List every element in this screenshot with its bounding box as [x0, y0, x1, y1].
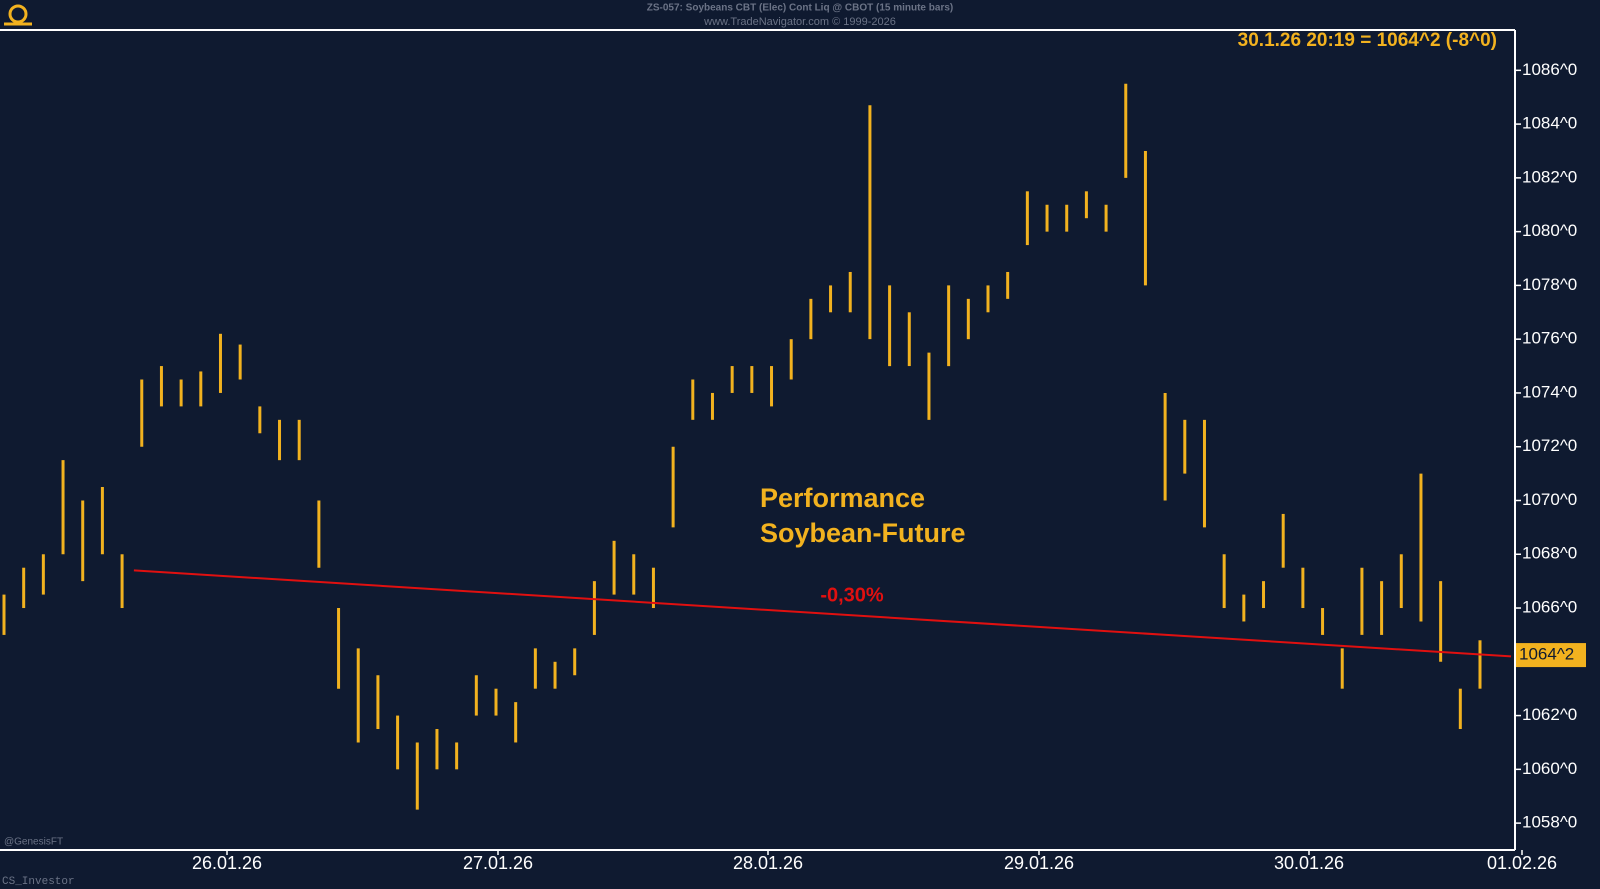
y-tick-label: 1086^0	[1522, 60, 1577, 79]
y-tick-label: 1074^0	[1522, 382, 1577, 401]
y-tick-label: 1078^0	[1522, 275, 1577, 294]
watermark: @GenesisFT	[4, 837, 63, 848]
y-tick-label: 1082^0	[1522, 167, 1577, 186]
x-tick-label: 01.02.26	[1487, 853, 1557, 873]
y-tick-label: 1072^0	[1522, 436, 1577, 455]
y-tick-label: 1070^0	[1522, 490, 1577, 509]
y-tick-label: 1060^0	[1522, 759, 1577, 778]
trend-label: -0,30%	[820, 584, 884, 606]
y-tick-label: 1068^0	[1522, 544, 1577, 563]
x-tick-label: 27.01.26	[463, 853, 533, 873]
y-tick-label: 1066^0	[1522, 598, 1577, 617]
annotation: Performance	[760, 483, 925, 513]
x-tick-label: 30.01.26	[1274, 853, 1344, 873]
x-tick-label: 26.01.26	[192, 853, 262, 873]
trend-line	[133, 569, 1512, 658]
chart-title: ZS-057: Soybeans CBT (Elec) Cont Liq @ C…	[647, 3, 953, 14]
y-tick-label: 1058^0	[1522, 813, 1577, 832]
watermark: CS_Investor	[2, 876, 75, 888]
price-tag-label: 1064^2	[1519, 645, 1574, 664]
logo	[4, 4, 32, 26]
chart-subtitle: www.TradeNavigator.com © 1999-2026	[703, 16, 896, 28]
x-tick-label: 28.01.26	[733, 853, 803, 873]
y-tick-label: 1084^0	[1522, 114, 1577, 133]
y-tick-label: 1076^0	[1522, 329, 1577, 348]
last-quote: 30.1.26 20:19 = 1064^2 (-8^0)	[1238, 30, 1497, 51]
x-tick-label: 29.01.26	[1004, 853, 1074, 873]
y-tick-label: 1062^0	[1522, 705, 1577, 724]
y-tick-label: 1080^0	[1522, 221, 1577, 240]
price-tag	[1516, 643, 1586, 668]
annotation: Soybean-Future	[760, 518, 966, 548]
